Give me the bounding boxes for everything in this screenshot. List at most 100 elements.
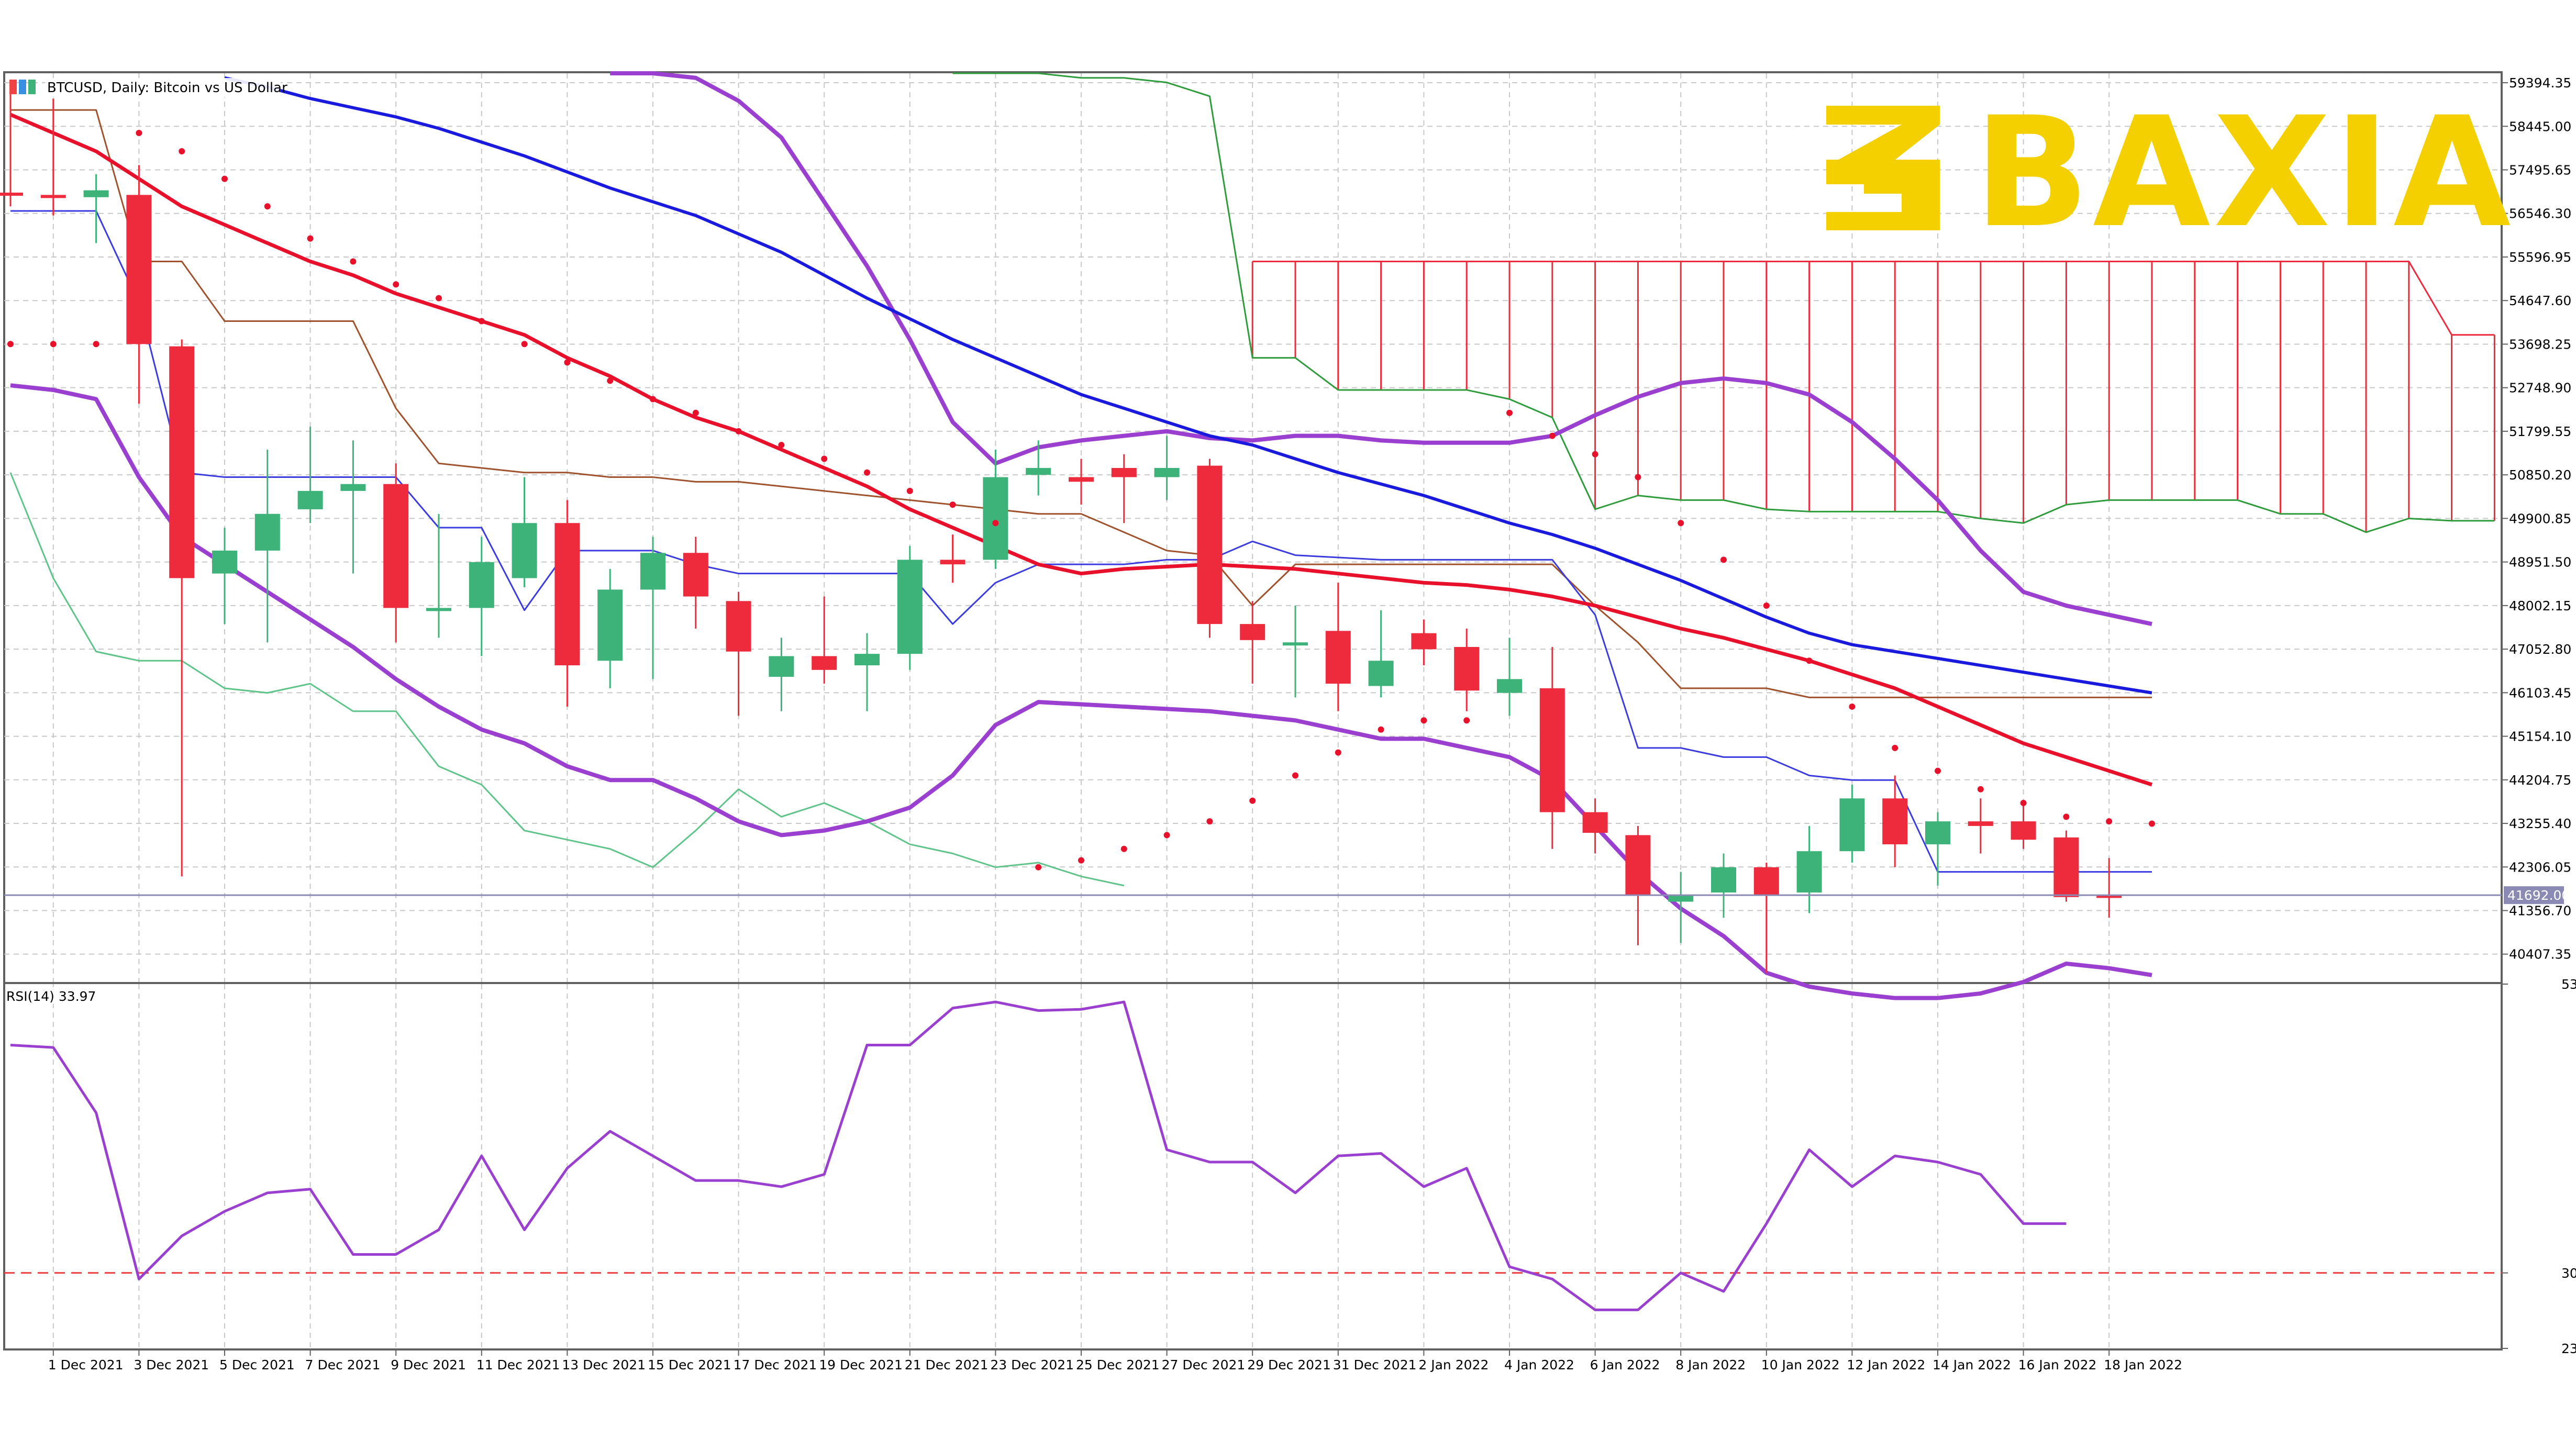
sar-dot (564, 359, 571, 366)
candle-body (726, 601, 751, 652)
rsi-line (10, 1000, 2067, 1311)
sar-dot (1763, 602, 1770, 609)
baxia-logo: BAXIA (1826, 85, 2511, 261)
candle-body (854, 654, 880, 666)
parabolic-sar-series (7, 129, 2155, 870)
x-tick-label: 11 Dec 2021 (476, 1357, 560, 1372)
candle-body (1582, 812, 1608, 833)
candle-body (0, 192, 23, 196)
x-tick-label: 12 Jan 2022 (1847, 1357, 1925, 1372)
sar-dot (1463, 717, 1470, 724)
candle-body (297, 490, 323, 509)
x-tick-label: 9 Dec 2021 (391, 1357, 466, 1372)
candle-body (640, 553, 665, 590)
sar-dot (221, 175, 228, 182)
sar-dot (607, 377, 614, 384)
x-tick-label: 13 Dec 2021 (562, 1357, 646, 1372)
ichimoku-cloud (1251, 261, 2495, 532)
sar-dot (1078, 857, 1084, 864)
x-tick-label: 5 Dec 2021 (219, 1357, 295, 1372)
rsi-y-tick-label: 30.00 (2561, 1266, 2576, 1281)
sar-dot (136, 129, 142, 136)
x-tick-label: 27 Dec 2021 (1162, 1357, 1246, 1372)
x-tick-label: 8 Jan 2022 (1675, 1357, 1746, 1372)
header-icon-2 (19, 80, 26, 94)
x-tick-label: 19 Dec 2021 (819, 1357, 903, 1372)
sar-dot (1292, 772, 1298, 779)
bollinger-lower-line (10, 383, 2152, 1000)
candle-body (2096, 895, 2122, 898)
sar-dot (1935, 767, 1941, 774)
y-tick-label: 40407.35 (2509, 947, 2571, 962)
sar-dot (350, 258, 357, 265)
header-icon-bg (45, 78, 281, 97)
chart-header: BTCUSD, Daily: Bitcoin vs US Dollar (9, 78, 287, 97)
y-tick-label: 55596.95 (2509, 250, 2571, 265)
y-tick-label: 56546.30 (2509, 206, 2571, 221)
candle-body (1968, 821, 1993, 826)
candle-body (812, 656, 837, 670)
sar-dot (1035, 864, 1042, 870)
x-tick-label: 10 Jan 2022 (1761, 1357, 1840, 1372)
header-icon-3 (28, 80, 36, 94)
y-tick-label: 58445.00 (2509, 119, 2571, 134)
indicator-lines (9, 71, 2495, 1311)
y-tick-label: 48002.15 (2509, 598, 2571, 613)
y-tick-label: 54647.60 (2509, 293, 2571, 308)
candle-body (512, 523, 537, 578)
sar-dot (2149, 820, 2155, 827)
sar-dot (307, 235, 314, 242)
candle-body (1839, 798, 1865, 852)
candle-body (1026, 468, 1051, 475)
x-tick-label: 29 Dec 2021 (1247, 1357, 1331, 1372)
y-tick-label: 42306.05 (2509, 860, 2571, 875)
sar-dot (1120, 845, 1127, 852)
candle-body (1925, 821, 1950, 844)
sar-dot (1720, 556, 1727, 563)
sar-dot (650, 396, 656, 403)
candle-body (1539, 688, 1565, 812)
sar-dot (1849, 703, 1856, 710)
x-tick-label: 3 Dec 2021 (134, 1357, 209, 1372)
sar-dot (778, 442, 785, 449)
sar-dot (7, 341, 14, 348)
sar-dot (1378, 726, 1384, 733)
moving-average-slow-line (224, 76, 2152, 695)
current-price-label: 41692.00 (2507, 888, 2570, 903)
sar-dot (179, 148, 185, 155)
y-tick-label: 41356.70 (2509, 903, 2571, 919)
sar-dot (1249, 797, 1256, 804)
x-tick-label: 15 Dec 2021 (648, 1357, 731, 1372)
tenkan-sen-line (10, 210, 2152, 873)
sar-dot (521, 341, 528, 348)
candle-body (1240, 624, 1265, 640)
y-tick-label: 48951.50 (2509, 555, 2571, 570)
candle-body (1411, 633, 1437, 650)
x-tick-label: 14 Jan 2022 (1933, 1357, 2011, 1372)
y-tick-label: 59394.35 (2509, 75, 2571, 91)
chikou-span-line (9, 472, 1125, 887)
candle-body (40, 195, 66, 198)
y-tick-label: 52748.90 (2509, 381, 2571, 396)
sar-dot (436, 295, 442, 302)
candle-body (1668, 895, 1694, 902)
candle-body (1625, 835, 1651, 895)
candle-body (1325, 631, 1351, 684)
candle-body (83, 190, 109, 197)
candle-body (169, 346, 195, 578)
candle-body (2011, 821, 2036, 840)
sar-dot (1335, 749, 1341, 756)
x-tick-label: 31 Dec 2021 (1333, 1357, 1417, 1372)
senkou-span-b-line (1252, 260, 2495, 336)
candle-body (1796, 851, 1822, 893)
y-tick-label: 57495.65 (2509, 163, 2571, 178)
sar-dot (864, 469, 870, 476)
sar-dot (2106, 818, 2113, 825)
candle-body (340, 484, 366, 491)
sar-dot (1678, 520, 1684, 527)
y-tick-label: 49900.85 (2509, 511, 2571, 526)
sar-dot (478, 318, 485, 325)
x-tick-label: 6 Jan 2022 (1590, 1357, 1660, 1372)
